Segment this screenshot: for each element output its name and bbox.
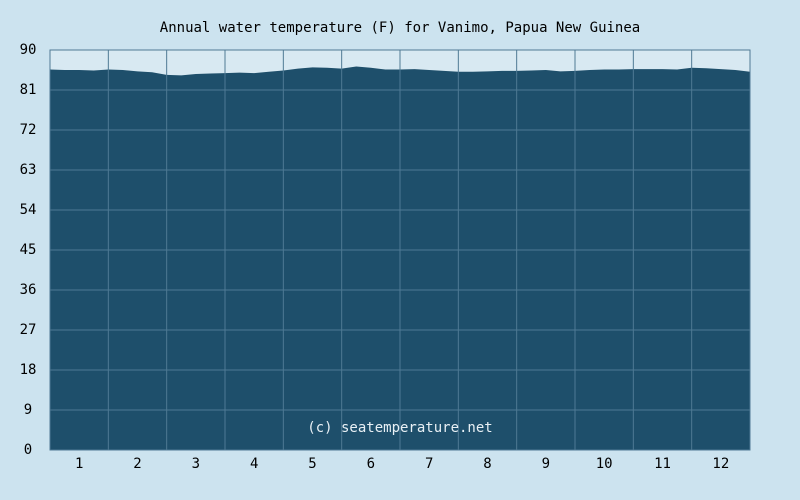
y-tick-label: 18 [20,362,37,378]
y-tick-label: 72 [20,122,37,138]
x-tick-label: 8 [483,456,491,472]
annotation: (c) seatemperature.net [307,420,492,436]
y-tick-label: 45 [20,242,37,258]
y-tick-label: 36 [20,282,37,298]
y-tick-label: 54 [20,202,37,218]
x-tick-label: 2 [133,456,141,472]
y-tick-label: 0 [24,442,32,458]
x-tick-label: 3 [192,456,200,472]
y-tick-label: 63 [20,162,37,178]
y-tick-label: 9 [24,402,32,418]
x-tick-label: 6 [367,456,375,472]
y-tick-label: 81 [20,82,37,98]
x-tick-label: 5 [308,456,316,472]
x-tick-label: 10 [596,456,613,472]
x-tick-label: 1 [75,456,83,472]
y-tick-label: 27 [20,322,37,338]
x-tick-label: 12 [712,456,729,472]
chart-title: Annual water temperature (F) for Vanimo,… [160,20,640,36]
x-tick-label: 11 [654,456,671,472]
x-tick-label: 9 [542,456,550,472]
y-tick-label: 90 [20,42,37,58]
x-tick-label: 7 [425,456,433,472]
plot-border [49,49,751,451]
x-tick-label: 4 [250,456,258,472]
